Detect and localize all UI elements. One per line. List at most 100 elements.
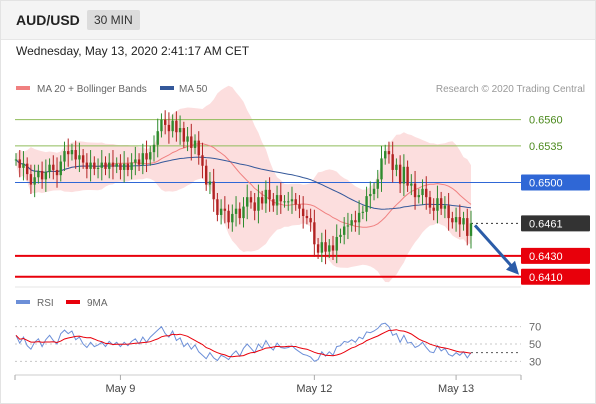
candle — [279, 182, 282, 214]
candle-body — [320, 242, 324, 253]
candle-body — [387, 151, 391, 155]
candle-body — [119, 163, 122, 170]
bollinger-band-layer — [16, 85, 471, 283]
candle — [48, 158, 51, 179]
candle-body — [357, 212, 361, 223]
candle — [167, 112, 171, 144]
candle-body — [309, 218, 312, 223]
projection-layer — [473, 224, 519, 275]
support-label: 0.6410 — [529, 272, 563, 284]
last-label-box — [521, 215, 590, 232]
candle — [469, 210, 473, 249]
candle-body — [216, 199, 219, 215]
candle-body — [298, 204, 301, 209]
candle-body — [354, 220, 357, 223]
candle — [443, 196, 447, 219]
candle-body — [454, 217, 458, 223]
candle-body — [238, 208, 241, 219]
candle — [294, 192, 297, 211]
candle — [335, 224, 338, 264]
candle-body — [44, 172, 48, 180]
candle-body — [52, 164, 55, 170]
time-axis-ticks: May 9 May 12 May 13 — [14, 375, 522, 395]
candle — [227, 204, 230, 229]
candle-body — [63, 151, 66, 162]
ma50-legend-label: MA 50 — [179, 84, 208, 95]
candle — [384, 144, 387, 165]
pivot-label: 0.6500 — [529, 178, 563, 190]
candle — [380, 145, 383, 192]
candle-body — [48, 164, 51, 173]
candle — [212, 168, 215, 212]
candle-body — [410, 183, 413, 186]
candle — [100, 150, 103, 181]
rsi-ma-legend-label: 9MA — [87, 298, 108, 309]
candle-body — [178, 128, 182, 133]
candle-body — [421, 188, 424, 196]
candle-body — [339, 234, 342, 237]
candle — [246, 184, 249, 220]
candle — [466, 208, 469, 246]
candle-body — [93, 162, 96, 169]
candle — [439, 191, 443, 215]
candle-body — [85, 162, 89, 169]
ma20-legend-swatch — [16, 86, 30, 90]
candle-body — [372, 188, 376, 195]
candle-body — [141, 153, 145, 165]
candle-body — [186, 136, 189, 142]
candle-body — [14, 159, 18, 161]
candle-body — [81, 155, 85, 163]
candle — [328, 239, 331, 258]
rsi-tick-label: 70 — [529, 322, 541, 334]
research-credit: Research © 2020 Trading Central — [436, 84, 585, 95]
candle — [454, 207, 458, 232]
candle-body — [212, 181, 215, 200]
timeframe-badge[interactable]: 30 MIN — [87, 10, 140, 30]
candle — [37, 164, 40, 184]
candle-body — [365, 196, 368, 212]
candle — [208, 172, 212, 195]
moving-average-layer — [15, 143, 472, 228]
candle — [201, 142, 204, 179]
candle-body — [59, 161, 62, 176]
candle — [458, 204, 462, 237]
candle-body — [287, 201, 290, 203]
candle-body — [197, 140, 200, 156]
candle — [55, 157, 59, 188]
level-lines-layer — [15, 119, 521, 278]
candle — [275, 185, 279, 215]
candle — [193, 134, 197, 155]
candle — [40, 161, 44, 189]
candle — [78, 142, 81, 173]
candle — [447, 192, 450, 231]
candle-body — [469, 223, 473, 236]
candle — [369, 181, 372, 209]
candle-body — [313, 222, 316, 245]
candle-body — [219, 208, 223, 215]
candle-body — [257, 197, 260, 211]
candle-body — [451, 218, 454, 223]
rsi-tick-label: 30 — [529, 356, 541, 368]
candle-body — [246, 197, 249, 207]
candle-body — [160, 119, 163, 132]
candle — [316, 238, 320, 259]
candle-body — [290, 199, 294, 202]
candle-body — [350, 220, 353, 226]
candle — [298, 195, 301, 219]
candle — [81, 148, 85, 169]
candle — [428, 190, 432, 214]
candle — [361, 205, 365, 220]
candle-body — [70, 150, 74, 155]
candle — [231, 204, 234, 232]
candle — [339, 228, 342, 244]
candle-body — [18, 159, 21, 168]
candle — [272, 192, 275, 212]
candle — [33, 164, 36, 198]
projection-arrow-shaft — [473, 224, 515, 269]
candle — [59, 155, 62, 182]
candle-body — [294, 199, 297, 205]
resistance-label: 0.6535 — [529, 141, 563, 153]
ma20-legend-label: MA 20 + Bollinger Bands — [37, 84, 147, 95]
rsi-tick-label: 50 — [529, 339, 541, 351]
